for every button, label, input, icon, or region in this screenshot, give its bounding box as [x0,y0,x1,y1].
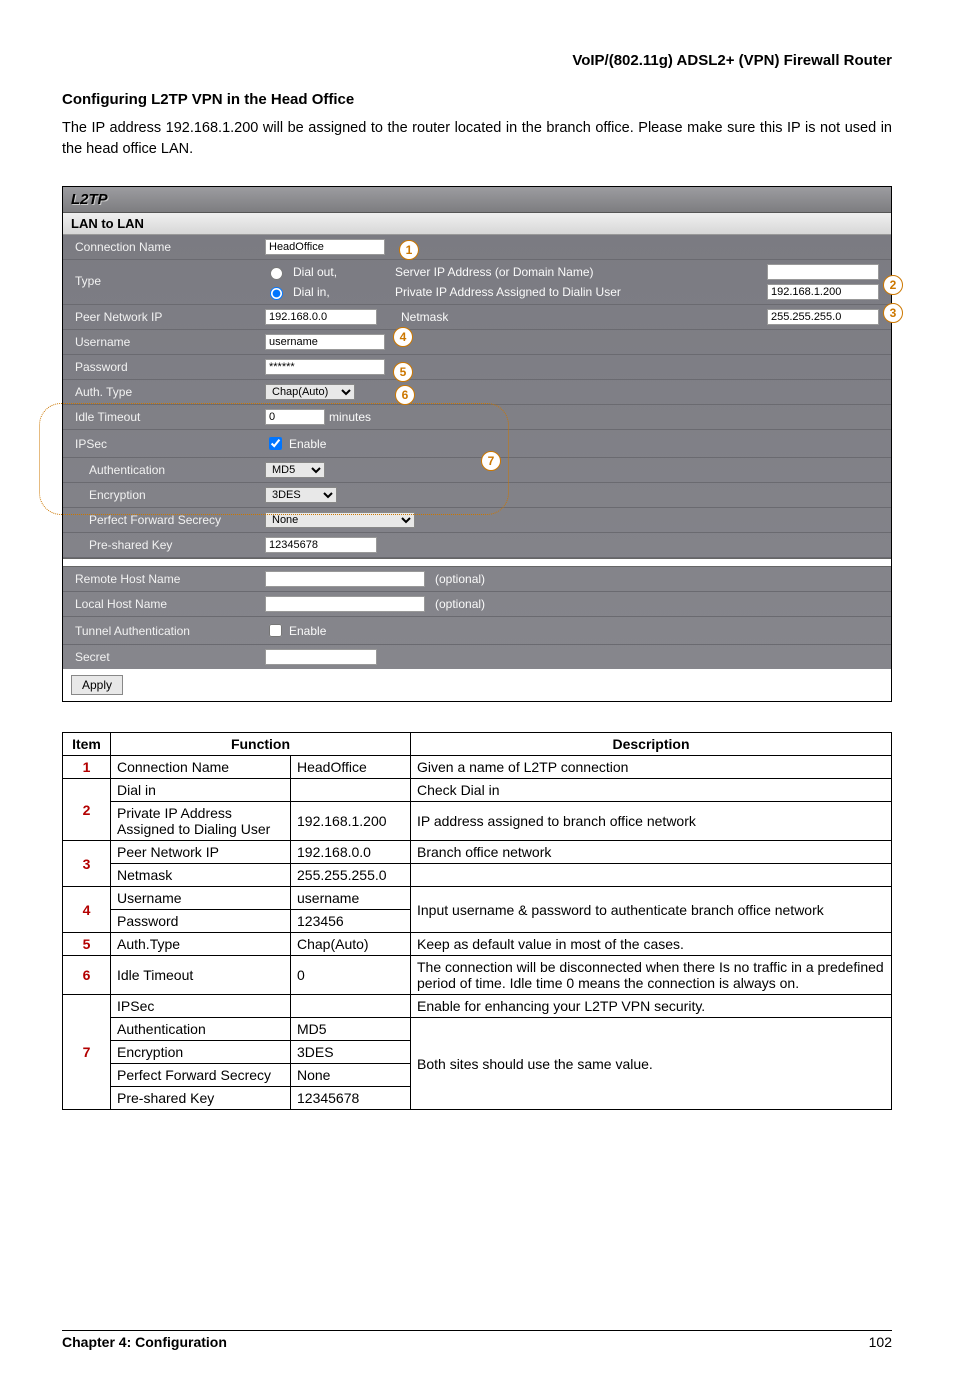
table-row: 3 Peer Network IP 192.168.0.0 Branch off… [63,841,892,864]
ipsec-checkbox[interactable] [269,437,282,450]
dial-in-radio[interactable] [270,287,283,300]
peer-ip-label: Peer Network IP [75,310,265,324]
dial-out-radio[interactable] [270,267,283,280]
server-ip-input[interactable] [767,264,879,280]
separator-strip [63,558,891,567]
callout-1: 1 [399,240,419,260]
th-item: Item [63,733,111,756]
tunnel-auth-enable-label: Enable [289,624,326,638]
callout-4: 4 [393,327,413,347]
form-body: 1 2 3 4 5 6 7 Connection Name Type Dial … [63,235,891,669]
panel-subtitle: LAN to LAN [63,213,891,235]
doc-header: VoIP/(802.11g) ADSL2+ (VPN) Firewall Rou… [62,52,892,69]
dial-out-label: Dial out, [293,265,337,279]
enc-select[interactable]: 3DES [265,487,337,503]
tunnel-auth-checkbox[interactable] [269,624,282,637]
table-row: 2 Dial in Check Dial in [63,779,892,802]
dial-in-label: Dial in, [293,285,330,299]
callout-3: 3 [883,303,903,323]
pfs-label: Perfect Forward Secrecy [75,513,265,527]
ipsec-enable-label: Enable [289,437,326,451]
idle-unit: minutes [329,410,371,424]
type-label: Type [75,264,265,288]
pfs-select[interactable]: None [265,512,415,528]
secret-label: Secret [75,650,265,664]
table-row: 1 Connection Name HeadOffice Given a nam… [63,756,892,779]
password-label: Password [75,360,265,374]
panel-title: L2TP [63,187,891,213]
th-function: Function [111,733,411,756]
server-ip-label: Server IP Address (or Domain Name) [395,265,675,279]
apply-button[interactable]: Apply [71,675,123,695]
username-input[interactable] [265,334,385,350]
footer-page: 102 [869,1334,892,1350]
local-host-input[interactable] [265,596,425,612]
config-panel: L2TP LAN to LAN 1 2 3 4 5 6 7 Connection… [62,186,892,702]
description-table: Item Function Description 1 Connection N… [62,732,892,1110]
table-row: Netmask 255.255.255.0 [63,864,892,887]
priv-ip-input[interactable] [767,284,879,300]
table-row: Private IP Address Assigned to Dialing U… [63,802,892,841]
ipsec-label: IPSec [75,437,265,451]
authtype-select[interactable]: Chap(Auto) [265,384,355,400]
secret-input[interactable] [265,649,377,665]
local-host-label: Local Host Name [75,597,265,611]
username-label: Username [75,335,265,349]
psk-label: Pre-shared Key [75,538,265,552]
idle-label: Idle Timeout [75,410,265,424]
footer-chapter: Chapter 4: Configuration [62,1334,227,1350]
peer-ip-input[interactable] [265,309,377,325]
remote-host-label: Remote Host Name [75,572,265,586]
table-row: 4 Username username Input username & pas… [63,887,892,910]
remote-host-input[interactable] [265,571,425,587]
section-title: Configuring L2TP VPN in the Head Office [62,91,892,108]
password-input[interactable] [265,359,385,375]
table-row: 7 IPSec Enable for enhancing your L2TP V… [63,995,892,1018]
connection-name-input[interactable] [265,239,385,255]
psk-input[interactable] [265,537,377,553]
connection-name-label: Connection Name [75,240,265,254]
table-row: 5 Auth.Type Chap(Auto) Keep as default v… [63,933,892,956]
callout-5: 5 [393,362,413,382]
remote-host-optional: (optional) [435,572,485,586]
table-row: 6 Idle Timeout 0 The connection will be … [63,956,892,995]
callout-7: 7 [481,451,501,471]
authn-select[interactable]: MD5 [265,462,325,478]
enc-label: Encryption [75,488,265,502]
callout-6: 6 [395,385,415,405]
priv-ip-label: Private IP Address Assigned to Dialin Us… [395,285,675,299]
authn-label: Authentication [75,463,265,477]
idle-input[interactable] [265,409,325,425]
local-host-optional: (optional) [435,597,485,611]
footer: Chapter 4: Configuration 102 [62,1330,892,1350]
apply-strip: Apply [63,669,891,701]
intro-text: The IP address 192.168.1.200 will be ass… [62,118,892,160]
netmask-label: Netmask [401,310,448,324]
th-description: Description [411,733,892,756]
authtype-label: Auth. Type [75,385,265,399]
netmask-input[interactable] [767,309,879,325]
tunnel-auth-label: Tunnel Authentication [75,624,265,638]
callout-2: 2 [883,275,903,295]
table-row: Authentication MD5 Both sites should use… [63,1018,892,1041]
